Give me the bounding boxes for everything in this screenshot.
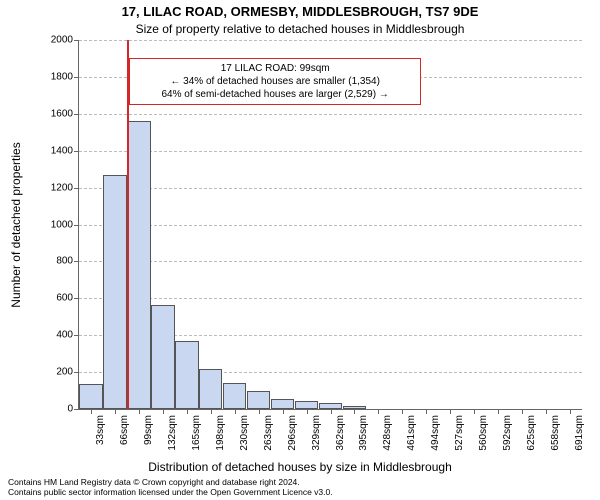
x-tick-label: 198sqm: [215, 415, 226, 451]
y-tick: [74, 77, 79, 78]
plot-area: 020040060080010001200140016001800200033s…: [78, 40, 582, 410]
footer-attribution: Contains HM Land Registry data © Crown c…: [8, 477, 333, 498]
x-tick-label: 329sqm: [311, 415, 322, 451]
annotation-line: 17 LILAC ROAD: 99sqm: [136, 62, 414, 75]
y-tick-label: 600: [56, 293, 73, 304]
x-tick: [546, 409, 547, 414]
x-tick: [570, 409, 571, 414]
x-tick: [211, 409, 212, 414]
bar: [199, 369, 222, 409]
x-tick-label: 527sqm: [454, 415, 465, 451]
x-tick-label: 395sqm: [358, 415, 369, 451]
x-tick: [474, 409, 475, 414]
x-tick: [115, 409, 116, 414]
gridline: [79, 188, 582, 189]
x-tick: [307, 409, 308, 414]
x-axis-label: Distribution of detached houses by size …: [0, 460, 600, 474]
y-tick: [74, 40, 79, 41]
x-tick: [331, 409, 332, 414]
bar: [79, 384, 102, 409]
y-tick: [74, 409, 79, 410]
x-tick-label: 230sqm: [239, 415, 250, 451]
y-tick-label: 1400: [51, 145, 73, 156]
y-tick: [74, 372, 79, 373]
x-tick: [235, 409, 236, 414]
annotation-line: ← 34% of detached houses are smaller (1,…: [136, 75, 414, 88]
x-tick: [426, 409, 427, 414]
gridline: [79, 151, 582, 152]
y-tick-label: 1800: [51, 71, 73, 82]
y-tick: [74, 225, 79, 226]
x-tick: [139, 409, 140, 414]
gridline: [79, 114, 582, 115]
x-tick: [522, 409, 523, 414]
y-tick: [74, 261, 79, 262]
x-tick: [402, 409, 403, 414]
y-tick-label: 400: [56, 330, 73, 341]
annotation-line: 64% of semi-detached houses are larger (…: [136, 88, 414, 101]
x-tick-label: 165sqm: [191, 415, 202, 451]
y-tick-label: 800: [56, 256, 73, 267]
x-tick: [259, 409, 260, 414]
x-tick: [498, 409, 499, 414]
y-tick: [74, 151, 79, 152]
bar: [271, 399, 294, 409]
x-tick-label: 296sqm: [287, 415, 298, 451]
y-tick: [74, 188, 79, 189]
gridline: [79, 261, 582, 262]
x-tick-label: 132sqm: [167, 415, 178, 451]
footer-line-1: Contains HM Land Registry data © Crown c…: [8, 477, 333, 488]
bar: [151, 305, 174, 409]
x-tick-label: 428sqm: [382, 415, 393, 451]
x-tick-label: 66sqm: [119, 415, 130, 445]
x-tick-label: 99sqm: [143, 415, 154, 445]
x-tick-label: 592sqm: [502, 415, 513, 451]
x-tick-label: 461sqm: [406, 415, 417, 451]
x-tick-label: 625sqm: [526, 415, 537, 451]
x-tick-label: 494sqm: [430, 415, 441, 451]
x-tick-label: 658sqm: [550, 415, 561, 451]
bar: [175, 341, 198, 409]
bar: [295, 401, 318, 409]
chart-subtitle: Size of property relative to detached ho…: [0, 22, 600, 36]
x-tick: [378, 409, 379, 414]
y-tick-label: 1000: [51, 219, 73, 230]
x-tick-label: 691sqm: [574, 415, 585, 451]
x-tick-label: 263sqm: [263, 415, 274, 451]
chart-title: 17, LILAC ROAD, ORMESBY, MIDDLESBROUGH, …: [0, 4, 600, 19]
x-tick-label: 560sqm: [478, 415, 489, 451]
x-tick: [187, 409, 188, 414]
x-tick: [283, 409, 284, 414]
x-tick-label: 33sqm: [95, 415, 106, 445]
x-tick: [163, 409, 164, 414]
annotation-box: 17 LILAC ROAD: 99sqm← 34% of detached ho…: [129, 58, 421, 105]
y-tick-label: 1600: [51, 108, 73, 119]
x-tick: [450, 409, 451, 414]
x-tick: [91, 409, 92, 414]
bar: [247, 391, 270, 409]
x-tick-label: 362sqm: [335, 415, 346, 451]
gridline: [79, 40, 582, 41]
x-tick: [354, 409, 355, 414]
footer-line-2: Contains public sector information licen…: [8, 487, 333, 498]
y-tick-label: 0: [67, 404, 73, 415]
gridline: [79, 298, 582, 299]
bar: [223, 383, 246, 409]
y-tick-label: 1200: [51, 182, 73, 193]
bar: [127, 121, 150, 409]
gridline: [79, 225, 582, 226]
y-tick: [74, 335, 79, 336]
y-tick: [74, 298, 79, 299]
y-tick-label: 2000: [51, 35, 73, 46]
y-tick: [74, 114, 79, 115]
bar: [103, 175, 126, 409]
y-axis-label: Number of detached properties: [9, 142, 23, 307]
y-tick-label: 200: [56, 367, 73, 378]
